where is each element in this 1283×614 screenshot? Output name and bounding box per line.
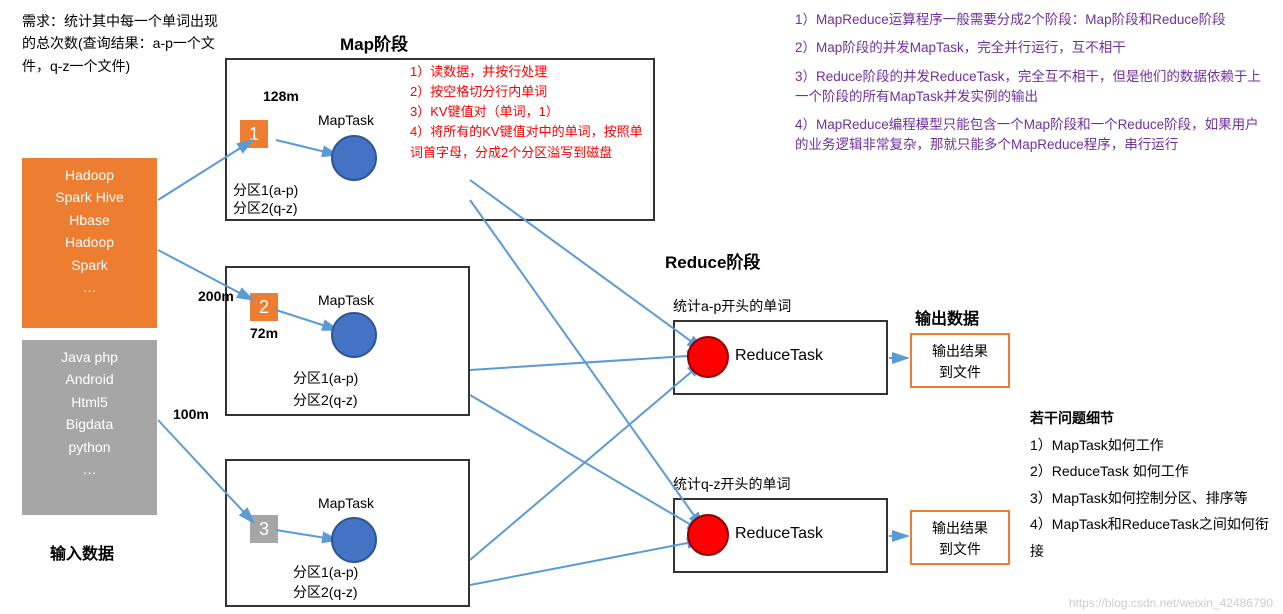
- size-200m: 200m: [198, 288, 234, 304]
- question-2: 2）ReduceTask 如何工作: [1030, 458, 1280, 485]
- size-128m: 128m: [263, 88, 299, 104]
- requirement-text: 需求：统计其中每一个单词出现的总次数(查询结果：a-p一个文件，q-z一个文件): [22, 10, 222, 77]
- partition1-2: 分区1(a-p): [293, 368, 358, 388]
- note-1: 1）MapReduce运算程序一般需要分成2个阶段：Map阶段和Reduce阶段: [795, 10, 1270, 30]
- question-3: 3）MapTask如何控制分区、排序等: [1030, 485, 1280, 512]
- output-data-title: 输出数据: [915, 305, 979, 329]
- split-square-3: 3: [250, 515, 278, 543]
- note-3: 3）Reduce阶段的并发ReduceTask，完全互不相干，但是他们的数据依赖…: [795, 67, 1270, 108]
- question-1: 1）MapTask如何工作: [1030, 432, 1280, 459]
- reducetask-label-1: ReduceTask: [735, 347, 823, 365]
- partition2-1: 分区2(q-z): [233, 198, 298, 218]
- map-steps: 1）读数据，并按行处理 2）按空格切分行内单词 3）KV键值对（单词，1） 4）…: [410, 62, 650, 163]
- question-4: 4）MapTask和ReduceTask之间如何衔接: [1030, 511, 1280, 564]
- size-72m: 72m: [250, 325, 278, 341]
- partition2-3: 分区2(q-z): [293, 582, 358, 602]
- input-data-label: 输入数据: [50, 540, 114, 564]
- input-block-1: HadoopSpark HiveHbaseHadoopSpark…: [22, 158, 157, 328]
- map-step-1: 1）读数据，并按行处理: [410, 62, 650, 82]
- reducetask-label-2: ReduceTask: [735, 525, 823, 543]
- partition1-3: 分区1(a-p): [293, 562, 358, 582]
- size-100m: 100m: [173, 406, 209, 422]
- maptask-label-3: MapTask: [318, 495, 374, 511]
- partition2-2: 分区2(q-z): [293, 390, 358, 410]
- map-step-2: 2）按空格切分行内单词: [410, 82, 650, 102]
- partition1-1: 分区1(a-p): [233, 180, 298, 200]
- reduce-desc-1: 统计a-p开头的单词: [673, 296, 791, 316]
- questions-block: 若干问题细节 1）MapTask如何工作 2）ReduceTask 如何工作 3…: [1030, 405, 1280, 565]
- reduce-stage-title: Reduce阶段: [665, 248, 760, 273]
- output-box-1: 输出结果 到文件: [910, 333, 1010, 388]
- questions-title: 若干问题细节: [1030, 405, 1280, 432]
- map-step-3: 3）KV键值对（单词，1）: [410, 102, 650, 122]
- maptask-label-2: MapTask: [318, 292, 374, 308]
- split-square-2: 2: [250, 293, 278, 321]
- split-square-1: 1: [240, 120, 268, 148]
- note-2: 2）Map阶段的并发MapTask，完全并行运行，互不相干: [795, 38, 1270, 58]
- note-4: 4）MapReduce编程模型只能包含一个Map阶段和一个Reduce阶段，如果…: [795, 115, 1270, 156]
- map-stage-title: Map阶段: [340, 30, 408, 55]
- output-box-2: 输出结果 到文件: [910, 510, 1010, 565]
- maptask-label-1: MapTask: [318, 112, 374, 128]
- input-block-2: Java phpAndroidHtml5Bigdatapython…: [22, 340, 157, 515]
- reduce-desc-2: 统计q-z开头的单词: [673, 474, 790, 494]
- map-step-4: 4）将所有的KV键值对中的单词，按照单词首字母，分成2个分区溢写到磁盘: [410, 122, 650, 162]
- watermark: https://blog.csdn.net/weixin_42486790: [1069, 596, 1273, 610]
- purple-notes: 1）MapReduce运算程序一般需要分成2个阶段：Map阶段和Reduce阶段…: [795, 10, 1270, 156]
